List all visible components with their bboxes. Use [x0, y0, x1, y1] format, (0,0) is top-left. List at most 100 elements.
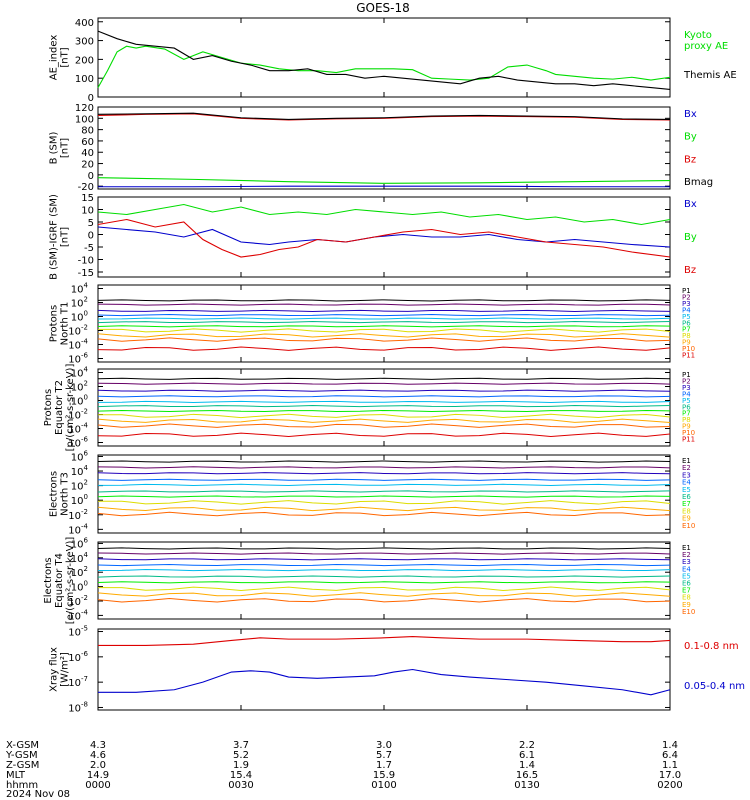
- x-tick-value: 0000: [85, 780, 110, 791]
- legend-label: Bx: [684, 109, 697, 120]
- y-tick-label: 400: [75, 18, 94, 29]
- channel-line: [97, 460, 671, 463]
- y-tick-exponent: 2: [84, 565, 88, 573]
- x-tick-value: 0030: [228, 780, 253, 791]
- channel-legend: E4: [682, 479, 691, 487]
- x-tick-value: 15.4: [230, 770, 252, 781]
- channel-line: [97, 466, 671, 469]
- x-tick-value: 15.9: [373, 770, 395, 781]
- x-tick-value: 1.1: [662, 760, 678, 771]
- channel-line: [97, 472, 671, 475]
- y-tick-exponent: -2: [81, 508, 88, 516]
- channel-line: [97, 395, 671, 398]
- y-axis-label-line: Electrons: [49, 471, 60, 517]
- y-tick-label: 5: [88, 218, 94, 229]
- channel-legend: E9: [682, 601, 691, 609]
- channel-line: [97, 432, 671, 437]
- panel-3: -15-10 -50 510 15 B (SM)-IGRF (SM) [nT] Bx By Bz: [49, 193, 697, 280]
- y-tick-label: 10-2: [68, 508, 88, 522]
- channel-line: [97, 389, 671, 392]
- y-tick-exponent: -4: [81, 522, 89, 530]
- y-tick-label: 10-6: [68, 352, 88, 366]
- channel-legend: P11: [682, 436, 695, 444]
- y-tick-label: 0: [88, 231, 94, 242]
- x-row-label: Z-GSM: [6, 760, 39, 771]
- channel-line: [97, 423, 671, 428]
- channel-line: [97, 500, 671, 505]
- y-tick-label: 10-5: [68, 625, 88, 639]
- y-axis-label-line: North T3: [60, 472, 71, 516]
- y-tick-label: 20: [81, 160, 94, 171]
- y-tick-exponent: -4: [81, 338, 89, 346]
- x-tick-value: 2.0: [90, 760, 106, 771]
- y-tick-exponent: -2: [81, 594, 88, 602]
- y-tick-exponent: 4: [84, 551, 89, 559]
- y-tick-label: -10: [78, 256, 94, 267]
- channel-legend: E10: [682, 522, 695, 530]
- y-axis-label: AE_index [nT]: [49, 35, 71, 81]
- x-tick-value: 5.7: [376, 750, 392, 761]
- series-line: [97, 112, 671, 120]
- series-line: [97, 45, 671, 88]
- series-line: [97, 30, 671, 91]
- y-tick-exponent: 2: [84, 296, 88, 304]
- y-axis-label: Protons North T1: [49, 302, 71, 346]
- y-tick-label: 0: [88, 171, 94, 182]
- channel-legend: E3: [682, 471, 691, 479]
- channel-line: [97, 321, 671, 324]
- channel-legend: P4: [682, 390, 691, 398]
- y-tick-exponent: -5: [81, 625, 88, 633]
- y-tick-exponent: 6: [84, 449, 89, 457]
- y-tick-exponent: -8: [81, 700, 88, 708]
- channel-legend: E7: [682, 500, 691, 508]
- series-line: [97, 218, 671, 258]
- channel-line: [97, 382, 671, 385]
- y-tick-exponent: 4: [84, 282, 89, 290]
- channel-line: [97, 333, 671, 338]
- y-tick-exponent: -6: [81, 352, 89, 360]
- x-tick-value: 1.4: [519, 760, 535, 771]
- y-axis-label-line: [nT]: [60, 47, 71, 67]
- y-tick-label: 10-7: [68, 675, 88, 689]
- channel-legend: P2: [682, 293, 691, 301]
- y-axis-label-line: AE_index: [49, 35, 60, 81]
- y-tick-exponent: -6: [81, 436, 89, 444]
- x-row-label: hhmm: [6, 780, 38, 791]
- x-tick-value: 14.9: [87, 770, 109, 781]
- y-tick-exponent: 0: [84, 580, 88, 588]
- y-tick-exponent: -2: [81, 408, 88, 416]
- y-tick-label: 106: [71, 449, 89, 463]
- channel-legend: P4: [682, 306, 691, 314]
- y-axis-label-line: [nT]: [60, 227, 71, 247]
- x-row-label: MLT: [6, 770, 26, 781]
- legend-label: 0.1-0.8 nm: [684, 641, 739, 652]
- channel-line: [97, 337, 671, 342]
- y-axis-label: Electrons North T3: [49, 471, 71, 517]
- channel-legend: E2: [682, 551, 691, 559]
- channel-line: [97, 511, 671, 517]
- channel-line: [97, 563, 671, 567]
- channel-line: [97, 581, 671, 584]
- y-tick-label: 100: [75, 114, 94, 125]
- channel-line: [97, 495, 671, 498]
- channel-line: [97, 490, 671, 493]
- series-line: [98, 636, 671, 647]
- y-tick-exponent: 4: [84, 366, 89, 374]
- y-tick-label: 40: [81, 148, 94, 159]
- channel-legend: P8: [682, 332, 691, 340]
- y-axis-label: B (SM) [nT]: [49, 131, 71, 164]
- y-tick-label: 10-4: [68, 338, 88, 352]
- x-tick-value: 1.7: [376, 760, 392, 771]
- channel-line: [97, 400, 671, 403]
- channel-legend: P6: [682, 319, 691, 327]
- channel-legend: P3: [682, 384, 691, 392]
- y-axis-label-line: Electrons: [43, 557, 54, 603]
- channel-legend: P5: [682, 397, 691, 405]
- x-tick-value: 0200: [657, 780, 682, 791]
- y-axis-label-line: Protons: [43, 389, 54, 426]
- channel-legend: E8: [682, 594, 691, 602]
- channel-line: [97, 317, 671, 320]
